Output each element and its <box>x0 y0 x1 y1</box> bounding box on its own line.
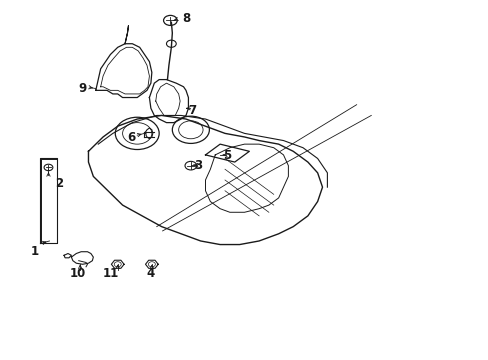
Text: 5: 5 <box>223 149 231 162</box>
Text: 11: 11 <box>102 267 119 280</box>
Text: 8: 8 <box>182 12 190 25</box>
Text: 2: 2 <box>55 177 63 190</box>
Text: 3: 3 <box>194 159 202 172</box>
Text: 1: 1 <box>31 245 39 258</box>
Text: 4: 4 <box>146 267 155 280</box>
Text: 9: 9 <box>79 82 86 95</box>
Text: 6: 6 <box>127 131 135 144</box>
Text: 10: 10 <box>69 267 86 280</box>
Text: 7: 7 <box>187 104 196 117</box>
